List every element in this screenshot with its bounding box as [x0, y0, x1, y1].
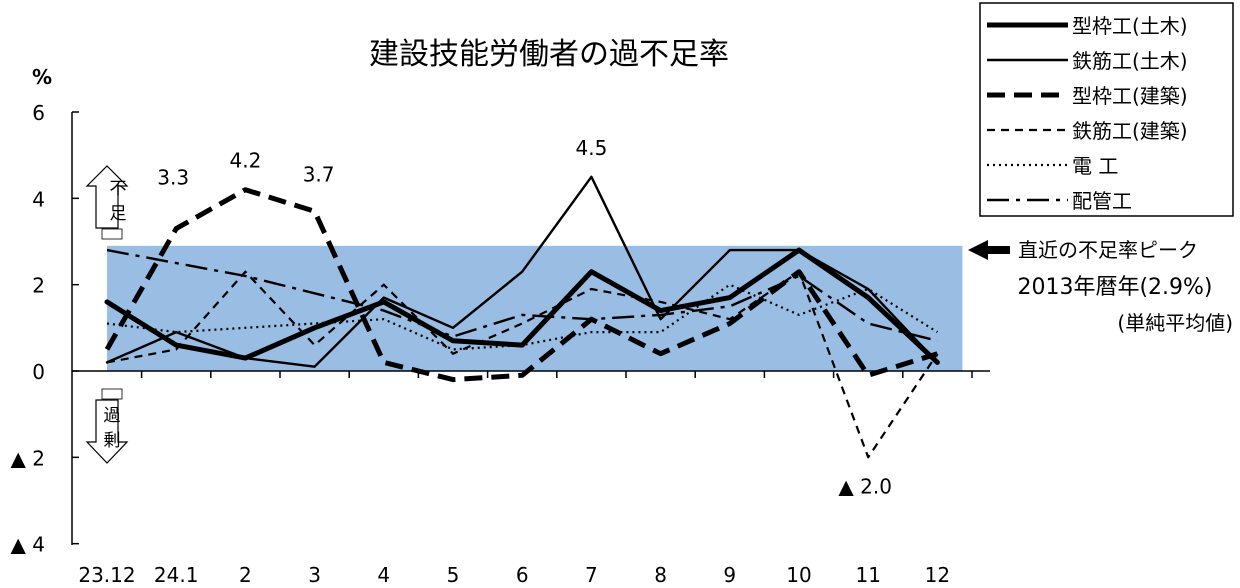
legend: [979, 2, 1234, 217]
legend-label: 配管工: [1072, 189, 1132, 213]
x-tick-label: 9: [723, 563, 736, 587]
shortage-arrow-base: [101, 228, 123, 240]
y-tick-label: 6: [32, 101, 45, 125]
y-tick-label: 2: [32, 274, 45, 298]
x-tick-label: 5: [447, 563, 460, 587]
y-tick-label: ▲ 2: [11, 446, 45, 470]
data-label: 4.5: [575, 136, 607, 160]
legend-label: 鉄筋工(土木): [1072, 49, 1188, 73]
x-tick-label: 11: [855, 563, 880, 587]
reference-arrow: [968, 240, 1010, 260]
x-tick-label: 12: [925, 563, 950, 587]
data-label: 3.7: [303, 162, 335, 186]
y-tick-label: 0: [32, 360, 45, 384]
reference-label-line: 2013年暦年(2.9%): [1017, 275, 1212, 300]
x-tick-label: 3: [308, 563, 321, 587]
chart-title: 建設技能労働者の過不足率: [369, 37, 729, 72]
x-tick-label: 4: [377, 563, 390, 587]
shortage-char: 足: [110, 204, 127, 224]
reference-band: [107, 245, 963, 371]
legend-label: 型枠工(土木): [1072, 14, 1188, 38]
shortage-arrow: [85, 165, 129, 229]
x-tick-label: 6: [516, 563, 529, 587]
y-tick-label: ▲ 4: [11, 533, 45, 557]
x-tick-label: 24.1: [154, 563, 199, 587]
legend-label: 電 工: [1072, 154, 1118, 178]
reference-label-line: (単純平均値): [1117, 311, 1233, 335]
surplus-arrow-base: [101, 388, 123, 400]
surplus-char: 過: [104, 406, 121, 426]
data-label: ▲ 2.0: [838, 474, 892, 498]
legend-label: 型枠工(建築): [1072, 84, 1188, 108]
data-label: 3.3: [157, 166, 189, 190]
y-tick-label: 4: [32, 187, 45, 211]
y-axis-unit: %: [32, 65, 52, 89]
surplus-char: 剰: [104, 431, 121, 451]
shortage-char: 不: [110, 179, 127, 199]
x-tick-label: 8: [654, 563, 667, 587]
x-tick-label: 10: [786, 563, 811, 587]
data-label: 4.2: [229, 149, 261, 173]
legend-label: 鉄筋工(建築): [1072, 119, 1188, 143]
x-tick-label: 23.12: [78, 563, 135, 587]
x-tick-label: 7: [585, 563, 598, 587]
reference-label-line: 直近の不足率ピーク: [1018, 238, 1198, 262]
surplus-arrow: [85, 399, 129, 464]
x-tick-label: 2: [239, 563, 252, 587]
